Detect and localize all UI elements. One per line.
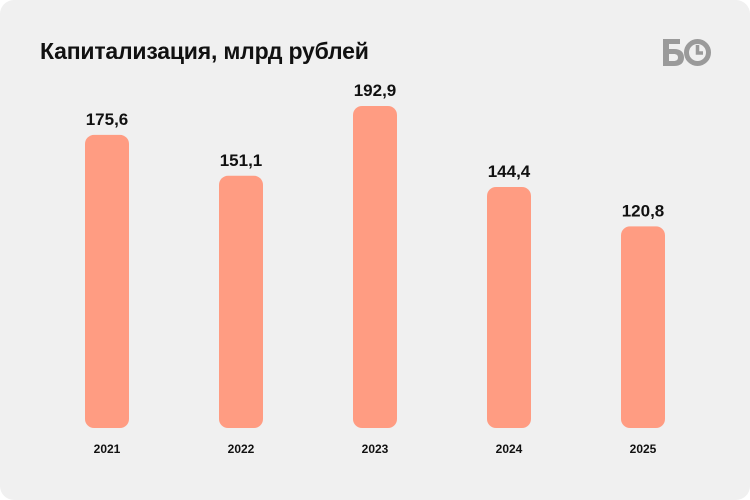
bar-2023 <box>353 106 397 428</box>
logo-letter-o <box>684 39 711 66</box>
value-label-2023: 192,9 <box>354 81 397 100</box>
x-tick-label-2024: 2024 <box>496 442 523 456</box>
bo-logo: БО <box>663 39 711 66</box>
value-label-2025: 120,8 <box>622 201 665 220</box>
bar-2021 <box>85 134 129 428</box>
chart-title: Капитализация, млрд рублей <box>40 38 369 64</box>
x-tick-label-2023: 2023 <box>362 442 389 456</box>
value-label-2022: 151,1 <box>220 151 263 170</box>
value-label-2024: 144,4 <box>488 162 531 181</box>
value-label-2021: 175,6 <box>86 110 129 129</box>
bar-2024 <box>487 186 531 428</box>
logo-letter-b <box>663 39 684 66</box>
x-tick-label-2025: 2025 <box>630 442 657 456</box>
bar-2025 <box>621 226 665 428</box>
bar-2022 <box>219 175 263 428</box>
x-tick-label-2022: 2022 <box>228 442 255 456</box>
logo-clock-hand <box>695 45 703 55</box>
x-tick-label-2021: 2021 <box>94 442 121 456</box>
